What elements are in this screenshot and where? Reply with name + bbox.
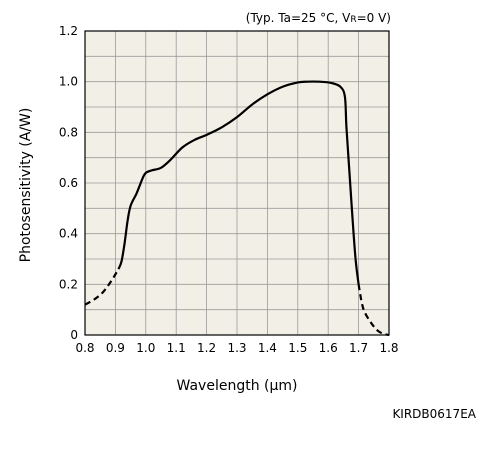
spectral-response-curve [84,80,390,337]
y-tick-label: 0.4 [59,227,78,241]
x-tick-label: 1.5 [288,341,307,355]
y-axis-ticks: 0 0.2 0.4 0.6 0.8 1.0 1.2 [59,24,78,342]
x-tick-label: 1.0 [136,341,155,355]
x-axis-ticks: 0.8 0.9 1.0 1.1 1.2 1.3 1.4 1.5 1.6 1.7 1.8 [75,341,398,355]
y-tick-label: 1.0 [59,75,78,89]
y-axis-title: Photosensitivity (A/W) [18,108,34,263]
curve-segment-dashed [357,284,390,337]
x-axis-title: Wavelength (μm) [177,378,298,394]
plot-frame [84,30,390,336]
document-code: KIRDB0617EA [392,407,476,421]
x-tick-label: 1.2 [197,341,216,355]
x-tick-label: 1.1 [167,341,186,355]
x-tick-label: 1.3 [227,341,246,355]
x-tick-label: 1.7 [349,341,368,355]
x-tick-label: 1.6 [319,341,338,355]
x-tick-label: 0.9 [106,341,125,355]
x-tick-label: 1.4 [258,341,277,355]
measurement-conditions: (Typ. Ta=25 °C, VR=0 V) [246,11,391,25]
x-tick-label: 0.8 [75,341,94,355]
y-tick-label: 0.8 [59,125,78,139]
curve-segment-solid [117,80,360,285]
y-tick-label: 0.6 [59,176,78,190]
x-tick-label: 1.8 [379,341,398,355]
y-tick-label: 1.2 [59,24,78,38]
y-tick-label: 0.2 [59,277,78,291]
curve-segment-dashed [84,268,120,306]
y-tick-label: 0 [70,328,78,342]
